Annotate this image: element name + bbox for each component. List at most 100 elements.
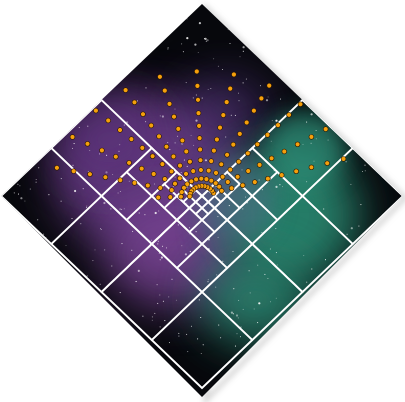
star: [207, 281, 209, 283]
particle-dot: [203, 176, 210, 182]
star: [315, 129, 317, 132]
star: [128, 180, 130, 182]
star: [350, 183, 352, 185]
star: [65, 244, 67, 247]
particle-dot: [228, 185, 235, 191]
star: [217, 65, 219, 67]
star: [187, 351, 189, 353]
star: [186, 202, 188, 204]
star: [110, 208, 112, 210]
star: [310, 113, 313, 116]
particle-dot: [149, 153, 156, 159]
particle-dot: [131, 180, 138, 186]
particle-dot: [117, 177, 124, 183]
particle-dot: [206, 167, 212, 174]
particle-dot: [220, 112, 227, 118]
star: [358, 225, 360, 227]
star: [240, 326, 242, 328]
particle-dot: [279, 172, 285, 178]
star: [186, 37, 189, 40]
star: [183, 159, 185, 161]
star: [323, 208, 325, 210]
star: [311, 268, 313, 270]
star: [230, 311, 233, 314]
particle-dot: [188, 178, 195, 185]
particle-dot: [208, 158, 214, 164]
star: [118, 150, 120, 152]
star: [123, 124, 125, 126]
star-field: [13, 18, 388, 355]
particle-dots: [54, 68, 347, 201]
star: [29, 188, 31, 190]
star: [222, 260, 224, 262]
star: [181, 245, 183, 247]
particle-dot: [172, 181, 178, 187]
star: [232, 250, 234, 253]
star: [270, 140, 272, 142]
particle-dot: [54, 165, 60, 171]
particle-dot: [245, 168, 251, 174]
star: [281, 186, 284, 188]
star: [230, 114, 232, 116]
star: [200, 352, 202, 355]
star: [35, 178, 37, 181]
star: [220, 337, 222, 339]
particle-dot: [208, 177, 215, 184]
star: [192, 97, 194, 99]
star: [121, 208, 123, 210]
star: [253, 308, 255, 310]
star: [172, 186, 174, 188]
particle-dot: [219, 188, 225, 194]
particle-dot: [122, 87, 129, 93]
star: [364, 170, 366, 172]
star: [119, 292, 121, 294]
particle-dot: [264, 132, 271, 138]
particle-dot: [178, 194, 184, 200]
particle-dot: [179, 189, 185, 195]
particle-dot: [231, 71, 237, 78]
star: [186, 333, 188, 335]
particle-dot: [184, 181, 190, 187]
particle-dot: [84, 141, 91, 147]
star: [162, 300, 164, 302]
star: [169, 149, 171, 151]
particle-dot: [102, 174, 109, 180]
particle-dot: [224, 99, 230, 105]
star: [204, 37, 207, 41]
particle-dot: [308, 164, 315, 171]
star: [144, 214, 146, 216]
particle-dot: [139, 165, 145, 172]
star: [78, 126, 80, 128]
star: [123, 208, 125, 210]
star: [271, 120, 273, 122]
star: [236, 333, 238, 335]
star: [167, 47, 169, 49]
particle-dot: [157, 74, 163, 80]
star: [200, 316, 202, 319]
star: [206, 39, 209, 42]
star: [158, 210, 160, 212]
star: [245, 78, 247, 80]
particle-dot: [340, 156, 347, 162]
star: [145, 87, 147, 89]
particle-dot: [187, 159, 193, 165]
star: [238, 100, 240, 102]
star: [324, 259, 327, 261]
star: [174, 108, 176, 110]
star: [217, 236, 219, 238]
star: [207, 88, 209, 91]
star: [181, 43, 183, 45]
particle-dot: [218, 161, 225, 168]
particle-dot: [162, 87, 168, 94]
star: [234, 114, 236, 116]
star: [218, 324, 220, 326]
star: [24, 200, 26, 202]
particle-dot: [211, 147, 217, 154]
star: [159, 294, 161, 296]
particle-dot: [237, 131, 243, 137]
star: [227, 29, 229, 31]
star: [80, 223, 82, 225]
star: [269, 301, 272, 303]
star: [161, 245, 164, 247]
star: [241, 169, 243, 171]
